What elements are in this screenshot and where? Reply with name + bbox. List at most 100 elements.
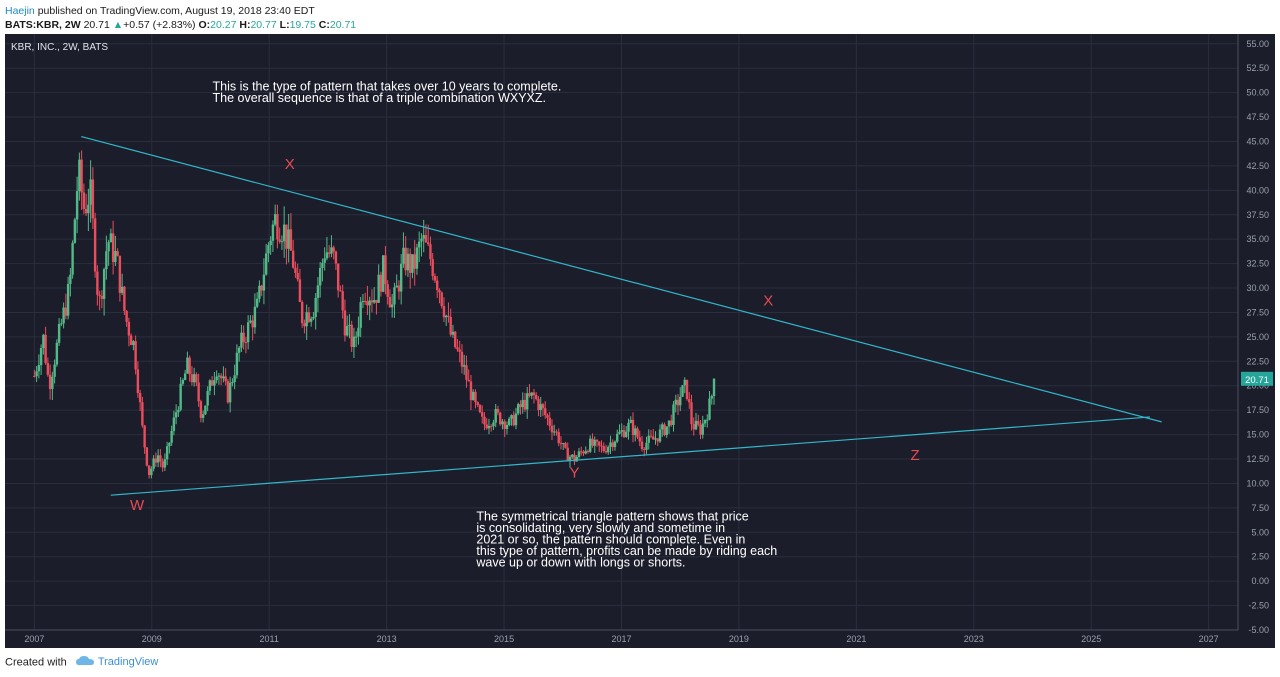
candle-body bbox=[672, 404, 675, 425]
candle-body bbox=[264, 253, 268, 275]
candle-body bbox=[472, 391, 475, 401]
candle-body bbox=[278, 239, 281, 242]
candle-body bbox=[649, 435, 653, 437]
candle-body bbox=[343, 310, 347, 336]
candle-body bbox=[240, 332, 243, 348]
candle-body bbox=[48, 374, 52, 390]
candle-body bbox=[595, 439, 599, 442]
last-price: 20.71 bbox=[83, 19, 110, 31]
candle-body bbox=[172, 417, 176, 431]
candle-body bbox=[179, 383, 182, 410]
y-tick-label: 47.50 bbox=[1246, 112, 1269, 122]
candle-body bbox=[66, 283, 70, 316]
candle-body bbox=[481, 412, 484, 417]
candle-body bbox=[415, 247, 419, 269]
candle-body bbox=[478, 405, 482, 413]
candle-body bbox=[631, 419, 635, 436]
candle-body bbox=[384, 255, 387, 285]
change-value: +0.57 (+2.83%) bbox=[123, 19, 196, 31]
y-tick-label: 42.50 bbox=[1246, 161, 1269, 171]
footer: Created with TradingView bbox=[5, 656, 158, 669]
candle-body bbox=[372, 300, 376, 303]
candle-body bbox=[435, 280, 439, 291]
candle-body bbox=[226, 381, 230, 403]
candle-body bbox=[363, 300, 367, 302]
candle-body bbox=[345, 325, 349, 336]
last-price-tag bbox=[1241, 371, 1273, 386]
candle-body bbox=[111, 233, 115, 263]
candle-body bbox=[458, 349, 461, 352]
candle-body bbox=[580, 451, 583, 453]
candle-body bbox=[568, 456, 572, 462]
candle-body bbox=[454, 331, 457, 348]
y-tick-label: 2.50 bbox=[1251, 552, 1269, 562]
candle-body bbox=[168, 442, 171, 447]
candle-body bbox=[476, 402, 479, 406]
candle-body bbox=[147, 465, 151, 476]
annotation-text-line: This is the type of pattern that takes o… bbox=[213, 80, 562, 94]
candle-body bbox=[186, 357, 189, 374]
candle-body bbox=[553, 431, 556, 433]
candle-body bbox=[267, 245, 270, 254]
candle-body bbox=[616, 433, 619, 442]
candle-body bbox=[420, 238, 423, 242]
candle-body bbox=[688, 399, 691, 403]
wave-label-x: X bbox=[285, 156, 295, 173]
candle-body bbox=[386, 284, 389, 297]
candle-body bbox=[100, 295, 104, 299]
candle-body bbox=[159, 455, 162, 462]
candle-body bbox=[188, 357, 191, 375]
candle-body bbox=[692, 424, 695, 430]
candle-body bbox=[381, 255, 385, 292]
candle-body bbox=[388, 296, 392, 308]
candle-body bbox=[582, 451, 585, 454]
open-label: O: bbox=[198, 19, 211, 31]
candle-body bbox=[210, 380, 214, 386]
candle-body bbox=[546, 415, 549, 418]
candle-body bbox=[593, 439, 596, 446]
candle-body bbox=[141, 402, 144, 426]
candle-body bbox=[681, 385, 684, 397]
wave-label-y: Y bbox=[570, 465, 580, 482]
candle-body bbox=[393, 287, 396, 305]
price-chart[interactable]: 55.00 52.50 50.00 47.50 45.00 42.50 40.00 37.50… bbox=[5, 34, 1275, 648]
candle-body bbox=[332, 247, 335, 252]
x-tick-label: 2019 bbox=[729, 634, 749, 644]
y-tick-label: 12.50 bbox=[1246, 454, 1269, 464]
candle-body bbox=[656, 438, 659, 442]
candle-body bbox=[564, 443, 567, 448]
candle-body bbox=[314, 297, 317, 317]
y-tick-label: 52.50 bbox=[1246, 63, 1269, 73]
candle-body bbox=[503, 421, 506, 429]
wave-label-x: X bbox=[763, 293, 773, 310]
author-link[interactable]: Haejin bbox=[5, 5, 35, 17]
candle-body bbox=[271, 224, 275, 241]
y-tick-label: -2.50 bbox=[1248, 601, 1269, 611]
wave-label-w: W bbox=[130, 497, 145, 514]
x-tick-label: 2021 bbox=[846, 634, 866, 644]
candle-body bbox=[438, 290, 441, 293]
candle-body bbox=[341, 291, 344, 311]
tradingview-brand-link[interactable]: TradingView bbox=[97, 656, 159, 669]
candle-body bbox=[152, 458, 155, 469]
candle-body bbox=[325, 252, 329, 259]
candle-body bbox=[654, 438, 657, 440]
candle-body bbox=[377, 274, 380, 303]
candle-body bbox=[683, 379, 686, 386]
chart-panel[interactable]: 55.00 52.50 50.00 47.50 45.00 42.50 40.00 37.50… bbox=[5, 34, 1275, 648]
candle-body bbox=[643, 449, 646, 451]
candle-body bbox=[411, 254, 414, 273]
candle-body bbox=[109, 233, 113, 243]
candle-body bbox=[532, 392, 536, 395]
candle-body bbox=[490, 425, 493, 427]
candle-body bbox=[571, 454, 574, 457]
candle-body bbox=[604, 451, 608, 453]
candle-body bbox=[467, 379, 470, 382]
candle-body bbox=[514, 413, 518, 426]
candle-body bbox=[213, 380, 216, 386]
candle-body bbox=[611, 442, 614, 448]
candle-body bbox=[89, 179, 92, 205]
candle-body bbox=[215, 376, 218, 381]
candle-body bbox=[539, 404, 542, 411]
candle-body bbox=[174, 412, 178, 418]
